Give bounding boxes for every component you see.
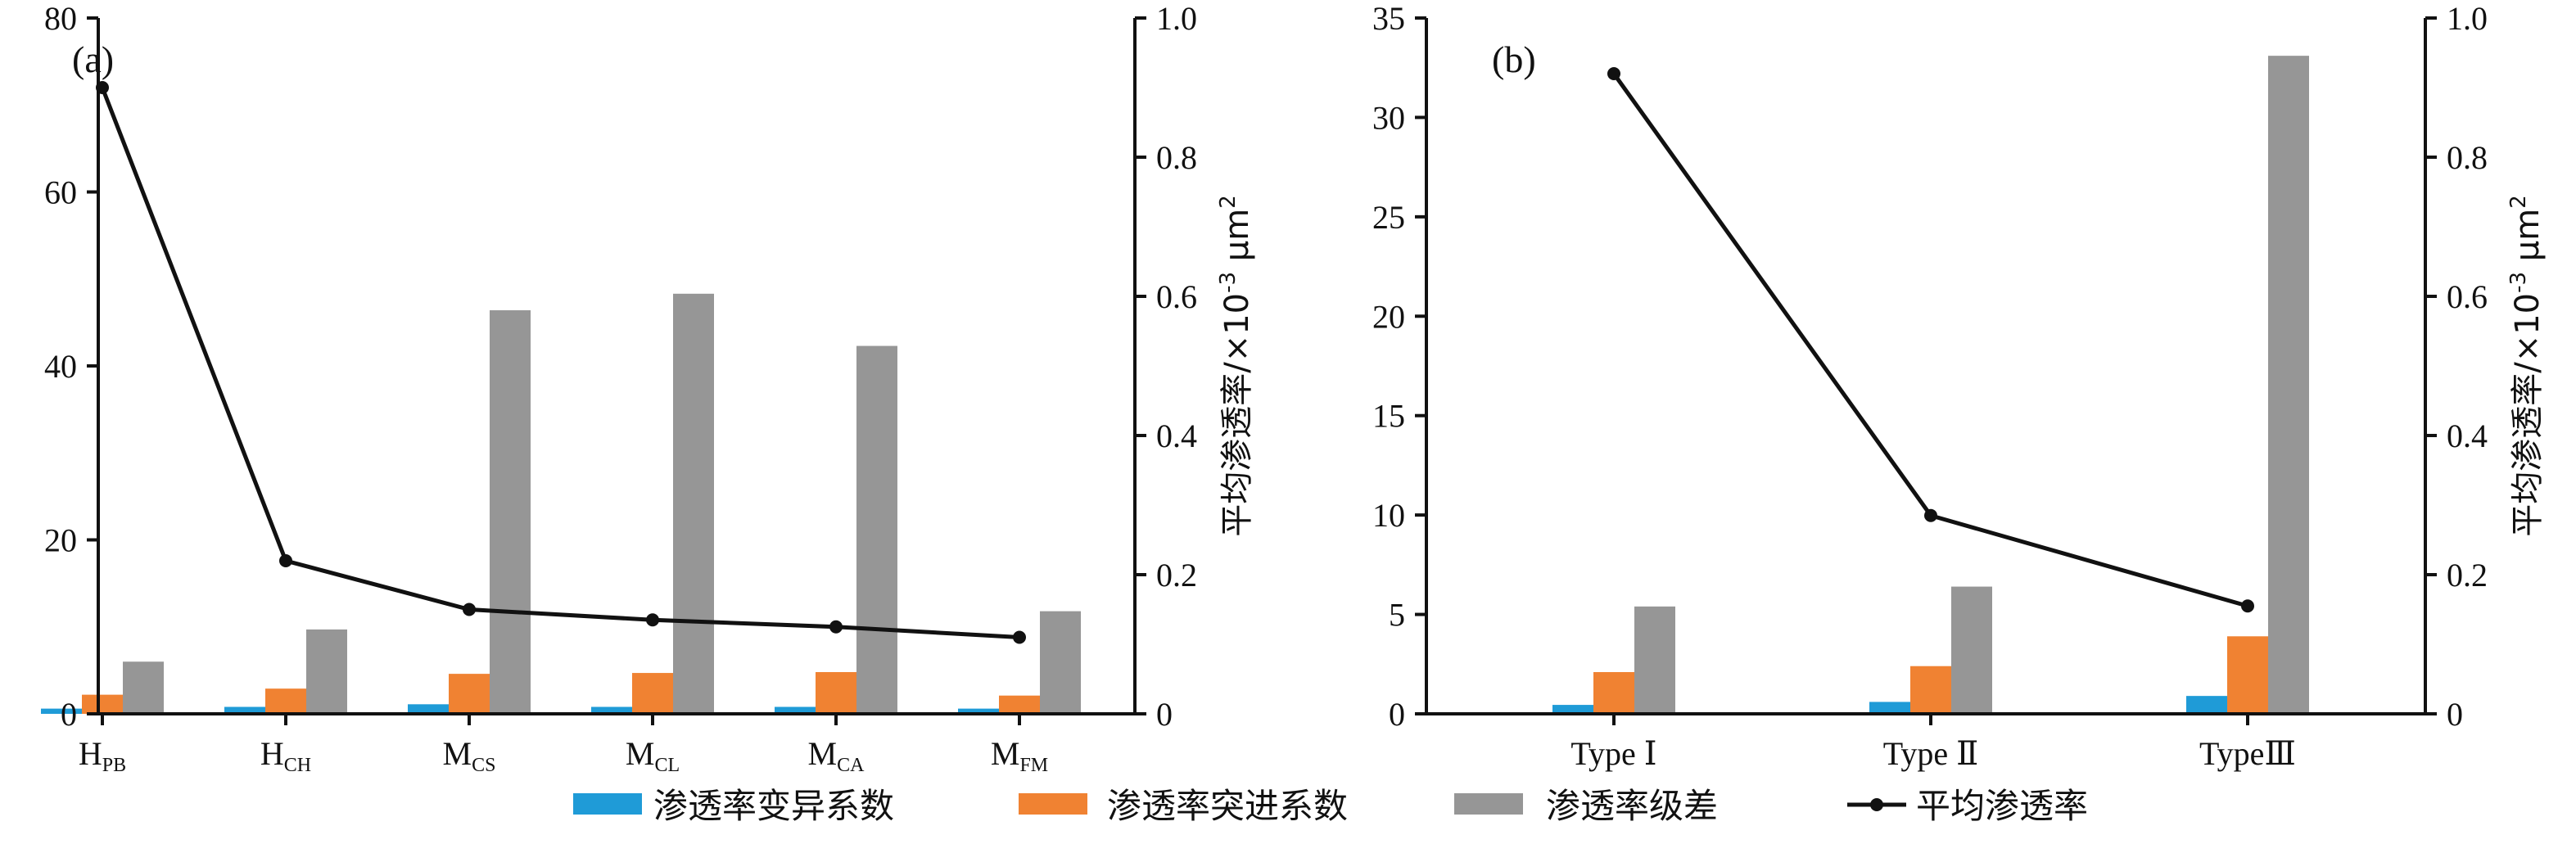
panel-b-right-tick-label-0: 0: [2447, 696, 2463, 733]
panel-a-right-ylabel: 平均渗透率/×10-3 μm2: [1216, 195, 1256, 537]
legend-swatch-dot-mean: [1870, 798, 1883, 811]
panel-a-bar-jc-4: [856, 345, 897, 714]
panel-b-right-tick-label-1: 0.2: [2447, 557, 2488, 594]
panel-b-right-tick-label-5: 1.0: [2447, 0, 2488, 37]
panel-a-right-tick-label-5: 1.0: [1156, 0, 1197, 37]
panel-b-right-tick-label-3: 0.6: [2447, 278, 2488, 315]
panel-a-x-tick-label-4: MCA: [808, 735, 865, 776]
panel-a-bar-tk-5: [999, 695, 1040, 714]
panel-a-right-tick-label-4: 0.8: [1156, 139, 1197, 176]
panel-a: 0 20 40 60 80 0 0.2 0.4 0.6 0.8 1.0 HPB HCH MCS MCL MCA…: [41, 0, 1256, 776]
panel-b-mean-line: [1611, 72, 2248, 608]
panel-b-x-tick-label-2: TypeⅢ: [2199, 735, 2296, 772]
panel-a-mean-line: [100, 87, 1020, 639]
panel-b-x-tick-label-0: Type Ⅰ: [1570, 735, 1656, 772]
panel-b-mean-point-1: [1924, 508, 1937, 522]
panel-b-bar-jc-1: [1951, 586, 1992, 714]
legend-label-cv: 渗透率变异系数: [653, 786, 894, 826]
panel-a-left-tick-label-0: 0: [61, 696, 77, 733]
panel-b-right-tick-label-2: 0.4: [2447, 417, 2488, 454]
panel-a-label: (a): [72, 38, 114, 80]
panel-b-mean-point-2: [2241, 599, 2254, 613]
panel-b-mean-point-0: [1607, 67, 1620, 80]
panel-a-bar-cv-2: [408, 704, 449, 714]
panel-b-right-tick-label-4: 0.8: [2447, 139, 2488, 176]
panel-a-x-tick-label-5: MFM: [991, 735, 1048, 776]
legend-label-jc: 渗透率级差: [1546, 786, 1718, 826]
panel-a-left-tick-label-3: 60: [44, 174, 77, 211]
panel-a-x-tick-label-1: HCH: [260, 735, 311, 776]
panel-b-bar-tk-2: [2227, 636, 2268, 714]
panel-b-bar-tk-0: [1593, 672, 1634, 714]
panel-a-x-tick-label-0: HPB: [79, 735, 126, 776]
panel-a-right-tick-label-1: 0.2: [1156, 557, 1197, 594]
panel-b-left-tick-label-3: 15: [1372, 398, 1405, 435]
panel-a-x-tick-label-3: MCL: [626, 735, 680, 776]
panel-b-left-tick-label-0: 0: [1389, 696, 1405, 733]
panel-b-bar-tk-1: [1910, 666, 1951, 714]
legend-swatch-cv: [573, 793, 642, 815]
panel-b-left-tick-label-1: 5: [1389, 597, 1405, 634]
panel-b-bar-cv-1: [1869, 702, 1910, 714]
panel-a-bar-jc-0: [123, 661, 164, 714]
panel-b-bar-cv-2: [2186, 696, 2227, 714]
panel-a-right-tick-label-0: 0: [1156, 696, 1173, 733]
panel-a-mean-point-1: [279, 554, 292, 567]
panel-a-x-tick-label-2: MCS: [443, 735, 496, 776]
panel-b-axes-frame: [1425, 18, 2427, 715]
panel-a-bar-cv-1: [224, 706, 265, 714]
panel-b-x-tick-label-1: Type Ⅱ: [1883, 735, 1979, 772]
panel-a-bar-tk-1: [265, 688, 306, 714]
panel-a-mean-point-5: [1013, 630, 1026, 644]
panel-b-bar-cv-0: [1552, 705, 1593, 714]
panel-a-bar-tk-3: [632, 673, 673, 714]
panel-b-left-tick-label-4: 20: [1372, 298, 1405, 335]
legend-label-tk: 渗透率突进系数: [1107, 786, 1348, 826]
panel-b-left-tick-label-7: 35: [1372, 0, 1405, 37]
panel-a-right-tick-label-3: 0.6: [1156, 278, 1197, 315]
panel-a-mean-point-3: [646, 613, 659, 627]
panel-a-bar-cv-3: [591, 706, 632, 714]
panel-a-left-tick-label-1: 20: [44, 522, 77, 559]
panel-b-label: (b): [1492, 38, 1536, 80]
panel-a-bar-cv-5: [958, 708, 999, 714]
legend-swatch-tk: [1019, 793, 1087, 815]
panel-a-bar-tk-0: [82, 694, 123, 714]
panel-b-left-tick-label-6: 30: [1372, 99, 1405, 136]
panel-b-left-tick-label-5: 25: [1372, 199, 1405, 236]
legend-label-mean: 平均渗透率: [1916, 786, 2088, 826]
panel-a-bar-cv-4: [775, 706, 816, 714]
panel-a-bar-jc-5: [1040, 611, 1081, 714]
panel-b: 0 5 10 15 20 25 30 35 0 0.2 0.4 0.6 0.8 1.0 Type Ⅰ Type…: [1372, 0, 2547, 772]
panel-a-bar-tk-4: [816, 672, 856, 714]
panel-a-left-tick-label-4: 80: [44, 0, 77, 37]
panel-a-bar-jc-2: [490, 310, 531, 714]
panel-a-bar-tk-2: [449, 674, 490, 714]
panel-a-mean-point-2: [463, 603, 476, 616]
legend-swatch-jc: [1454, 793, 1523, 815]
panel-b-bar-jc-0: [1634, 606, 1675, 714]
panel-a-bar-jc-1: [306, 629, 347, 714]
panel-a-mean-point-0: [96, 81, 109, 94]
panel-a-bar-jc-3: [673, 293, 714, 714]
panel-b-left-tick-label-2: 10: [1372, 497, 1405, 534]
panel-a-right-tick-label-2: 0.4: [1156, 417, 1197, 454]
panel-b-bar-jc-2: [2268, 56, 2309, 714]
panel-a-left-tick-label-2: 40: [44, 348, 77, 385]
panel-b-right-ylabel: 平均渗透率/×10-3 μm2: [2506, 195, 2547, 537]
panel-a-bar-cv-0: [41, 708, 82, 714]
panel-a-axes-frame: [97, 18, 1137, 715]
legend: 渗透率变异系数 渗透率突进系数 渗透率级差 平均渗透率: [573, 786, 2088, 826]
panel-a-mean-point-4: [829, 620, 843, 634]
